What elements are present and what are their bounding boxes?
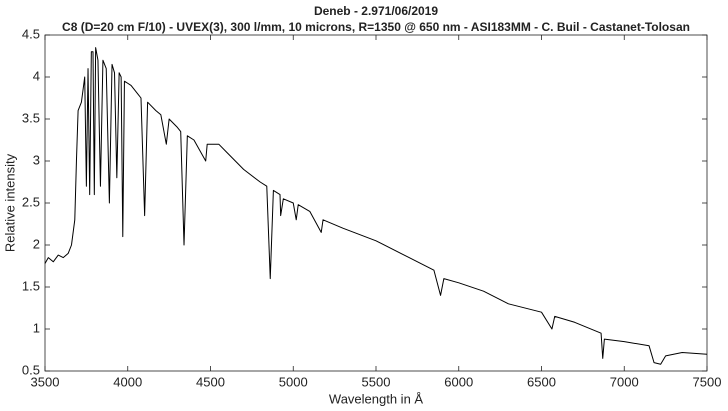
chart-subtitle: C8 (D=20 cm F/10) - UVEX(3), 300 l/mm, 1…: [62, 20, 690, 34]
x-axis-label: Wavelength in Å: [329, 391, 424, 406]
x-tick-label: 7500: [693, 374, 722, 389]
x-tick-label: 5500: [362, 374, 391, 389]
spectrum-line: [44, 47, 708, 365]
chart-title: Deneb - 2.971/06/2019: [314, 4, 438, 18]
x-tick-label: 5000: [279, 374, 308, 389]
y-tick-label: 1.5: [22, 278, 40, 293]
y-tick-label: 0.5: [22, 362, 40, 377]
y-tick-label: 4.5: [22, 26, 40, 41]
y-tick-label: 2.5: [22, 194, 40, 209]
y-tick-label: 1: [33, 320, 40, 335]
y-tick-label: 3.5: [22, 110, 40, 125]
x-tick-label: 4000: [113, 374, 142, 389]
y-tick-label: 4: [33, 68, 40, 83]
x-tick-label: 4500: [196, 374, 225, 389]
y-tick-label: 2: [33, 236, 40, 251]
y-axis-label: Relative intensity: [2, 153, 17, 252]
x-tick-label: 6500: [527, 374, 556, 389]
x-tick-label: 3500: [31, 374, 60, 389]
x-tick-label: 6000: [444, 374, 473, 389]
x-tick-label: 7000: [610, 374, 639, 389]
y-tick-label: 3: [33, 152, 40, 167]
